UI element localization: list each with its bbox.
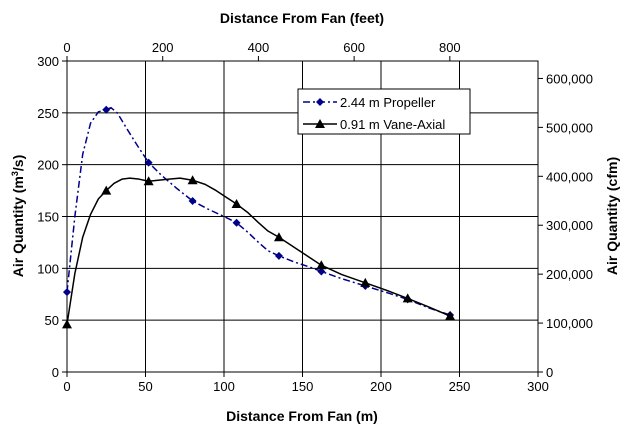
right-y-tick-label: 100,000	[546, 316, 593, 331]
legend-vane-axial-marker	[315, 119, 325, 128]
left-y-title-part2: /s)	[10, 155, 26, 171]
top-x-tick-label: 400	[248, 40, 270, 55]
data-point	[316, 260, 327, 270]
right-y-tick-label: 200,000	[546, 267, 593, 282]
data-point	[101, 185, 112, 195]
left-y-axis-title: Air Quantity (m3/s)	[10, 155, 26, 277]
data-point	[402, 293, 413, 303]
right-y-tick-label: 500,000	[546, 120, 593, 135]
legend-propeller-label: 2.44 m Propeller	[340, 95, 436, 110]
left-y-tick-label: 200	[37, 158, 59, 173]
left-y-tick-label: 300	[37, 54, 59, 69]
series-layer	[62, 105, 456, 329]
data-point	[317, 267, 326, 276]
data-point	[187, 175, 198, 185]
left-y-tick-label: 100	[37, 261, 59, 276]
bottom-x-axis-title: Distance From Fan (m)	[226, 408, 378, 424]
right-y-axis-title: Air Quantity (cfm)	[604, 157, 620, 275]
bottom-x-tick-label: 300	[527, 379, 549, 394]
bottom-x-tick-label: 100	[213, 379, 235, 394]
data-point	[143, 176, 154, 186]
right-y-tick-label: 0	[546, 365, 553, 380]
data-point	[63, 288, 71, 297]
data-point	[274, 251, 283, 260]
data-point	[231, 199, 242, 209]
top-x-tick-label: 800	[439, 40, 461, 55]
right-y-tick-label: 300,000	[546, 218, 593, 233]
data-point	[232, 218, 241, 227]
data-point	[273, 232, 284, 242]
bottom-x-tick-label: 150	[292, 379, 314, 394]
data-point	[62, 319, 72, 329]
right-y-tick-label: 600,000	[546, 71, 593, 86]
data-point	[360, 277, 371, 287]
legend-propeller-marker	[316, 98, 324, 106]
left-y-tick-label: 50	[45, 313, 59, 328]
legend-box	[297, 88, 471, 135]
bottom-x-tick-label: 0	[63, 379, 70, 394]
legend-vane-axial-label: 0.91 m Vane-Axial	[340, 117, 445, 132]
top-x-tick-label: 600	[343, 40, 365, 55]
data-point	[102, 105, 111, 114]
top-x-tick-label: 200	[152, 40, 174, 55]
left-y-title-sup: 3	[10, 171, 20, 176]
data-point	[445, 311, 456, 321]
bottom-x-tick-label: 50	[138, 379, 152, 394]
top-x-tick-label: 0	[63, 40, 70, 55]
left-y-title-part1: Air Quantity (m	[10, 176, 26, 277]
top-x-axis-title: Distance From Fan (feet)	[220, 10, 384, 26]
bottom-x-tick-label: 250	[449, 379, 471, 394]
bottom-x-tick-label: 200	[370, 379, 392, 394]
left-y-tick-label: 0	[52, 365, 59, 380]
data-point	[144, 158, 153, 167]
right-y-tick-label: 400,000	[546, 169, 593, 184]
data-point	[188, 196, 197, 205]
left-y-tick-label: 150	[37, 210, 59, 225]
legend: 2.44 m Propeller 0.91 m Vane-Axial	[297, 88, 471, 135]
left-y-tick-label: 250	[37, 106, 59, 121]
series-1	[62, 175, 456, 329]
